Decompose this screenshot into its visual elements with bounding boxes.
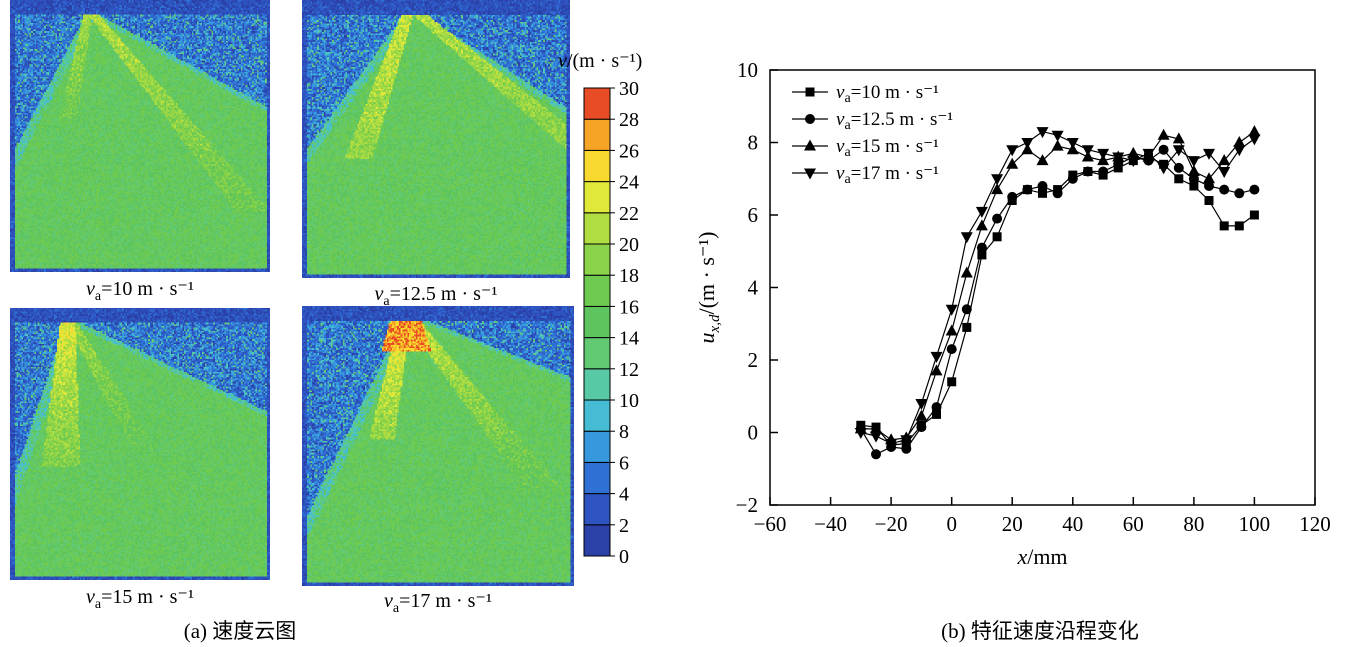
x-axis-title: x/mm — [1016, 544, 1067, 569]
colorbar-band — [583, 305, 611, 339]
x-tick-label: 60 — [1123, 512, 1144, 536]
colorbar-tick-label: 6 — [619, 452, 629, 474]
x-tick-label: 0 — [946, 512, 957, 536]
caption-panel-b: (b) 特征速度沿程变化 — [840, 615, 1240, 645]
caption-b-text: (b) 特征速度沿程变化 — [941, 619, 1139, 643]
y-tick-label: 2 — [748, 348, 759, 372]
label-rest: =15 m · s⁻¹ — [101, 586, 194, 608]
colorbar-tick-label: 0 — [619, 546, 629, 568]
legend: va=10 m · s⁻¹ va=12.5 m · s⁻¹ va=15 m · s⁻… — [792, 82, 953, 187]
colorbar-band — [583, 274, 611, 307]
y-axis-title: ux,d/(m · s⁻¹) — [694, 232, 723, 344]
colorbar-band — [583, 337, 611, 370]
label-var: v — [86, 586, 95, 608]
series-markers-triangle-down — [854, 127, 1261, 450]
legend-label: va=15 m · s⁻¹ — [836, 136, 939, 160]
colorbar-tick-label: 22 — [619, 203, 639, 225]
contour-image-va-10 — [10, 0, 270, 272]
series-markers-triangle-up — [854, 125, 1261, 445]
colorbar-tick-label: 24 — [619, 172, 639, 194]
colorbar-tick-label: 4 — [619, 484, 629, 506]
series-markers-circle — [855, 144, 1260, 460]
contour-image-va-17 — [302, 306, 574, 586]
colorbar-tick-label: 20 — [619, 234, 639, 256]
contour-label-va-15: va=15 m · s⁻¹ — [10, 584, 270, 613]
colorbar-band — [583, 461, 611, 495]
contour-label-va-17: va=17 m · s⁻¹ — [302, 588, 574, 617]
x-tick-label: −40 — [814, 512, 847, 536]
contour-label-va-12.5: va=12.5 m · s⁻¹ — [302, 281, 570, 310]
colorbar-tick-label: 14 — [619, 328, 639, 350]
colorbar-tick-label: 2 — [619, 515, 629, 537]
caption-panel-a: (a) 速度云图 — [40, 615, 440, 645]
label-sub: a — [392, 601, 400, 616]
colorbar-tick-label: 18 — [619, 265, 639, 287]
y-tick-label: 0 — [748, 421, 759, 445]
colorbar-band — [583, 493, 611, 526]
label-var: v — [86, 278, 95, 300]
contour-image-va-15 — [10, 308, 270, 580]
x-tick-label: 100 — [1239, 512, 1271, 536]
colorbar-band — [583, 118, 611, 151]
legend-label: va=12.5 m · s⁻¹ — [836, 109, 953, 133]
colorbar-tick-label: 12 — [619, 359, 639, 381]
colorbar-tick-label: 26 — [619, 140, 639, 162]
colorbar-band — [583, 399, 611, 432]
y-tick-label: 6 — [748, 203, 759, 227]
y-tick-label: 4 — [748, 276, 759, 300]
colorbar-title: v/(m · s⁻¹) — [558, 48, 678, 73]
x-tick-label: 120 — [1299, 512, 1331, 536]
label-sub: a — [94, 289, 102, 304]
label-var: v — [374, 283, 384, 305]
colorbar-band — [583, 368, 611, 401]
colorbar-band — [583, 87, 611, 120]
colorbar-band — [583, 181, 611, 214]
legend-label: va=10 m · s⁻¹ — [836, 82, 939, 106]
contour-image-va-12.5 — [302, 0, 570, 278]
colorbar-tick-label: 30 — [619, 80, 639, 100]
colorbar-band — [583, 430, 611, 463]
legend-label: va=17 m · s⁻¹ — [836, 163, 939, 187]
x-tick-label: 20 — [1002, 512, 1023, 536]
y-tick-label: −2 — [736, 493, 758, 517]
colorbar-tick-label: 8 — [619, 421, 629, 443]
x-tick-label: 40 — [1062, 512, 1083, 536]
x-tick-label: −20 — [875, 512, 908, 536]
label-rest: =17 m · s⁻¹ — [399, 590, 492, 612]
label-sub: a — [383, 294, 390, 309]
colorbar-band — [583, 212, 611, 245]
contour-label-va-10: va=10 m · s⁻¹ — [10, 276, 270, 305]
colorbar-tick-label: 16 — [619, 296, 639, 318]
label-rest: =10 m · s⁻¹ — [101, 278, 194, 300]
colorbar-tick-label: 10 — [619, 390, 639, 412]
x-tick-label: 80 — [1183, 512, 1204, 536]
colorbar-band — [583, 243, 611, 276]
colorbar-tick-label: 28 — [619, 109, 639, 131]
label-rest: =12.5 m · s⁻¹ — [389, 283, 498, 305]
label-var: v — [384, 590, 393, 612]
y-tick-label: 8 — [748, 131, 759, 155]
colorbar-band — [583, 149, 611, 183]
velocity-chart: −60 −40 −20 0 20 40 60 80 100 120−20246810x/mmux,… — [694, 58, 1331, 569]
y-tick-label: 10 — [737, 58, 758, 82]
colorbar-title-var: v — [558, 50, 567, 72]
caption-a-text: (a) 速度云图 — [183, 619, 297, 643]
x-tick-label: −60 — [754, 512, 787, 536]
colorbar-title-rest: /(m · s⁻¹) — [566, 50, 643, 72]
colorbar-band — [583, 524, 611, 557]
label-sub: a — [94, 597, 102, 612]
